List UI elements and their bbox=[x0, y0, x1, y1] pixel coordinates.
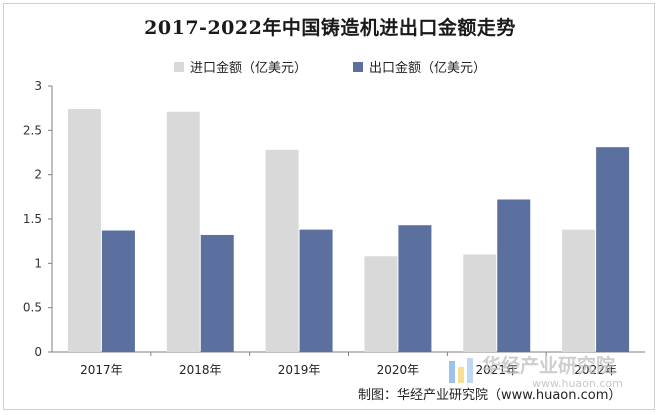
watermark-logo-icon bbox=[449, 358, 473, 383]
x-tick-label: 2021年 bbox=[475, 363, 518, 377]
x-tick-label: 2022年 bbox=[574, 363, 617, 377]
chart-legend: 进口金额（亿美元） 出口金额（亿美元） bbox=[0, 57, 660, 76]
y-tick-label: 0 bbox=[34, 345, 42, 359]
watermark: 华经产业研究院 www.huaon.com bbox=[442, 351, 652, 397]
bar-export bbox=[596, 147, 630, 352]
watermark-url: www.huaon.com bbox=[532, 377, 623, 390]
legend-label-import: 进口金额（亿美元） bbox=[189, 61, 307, 76]
bar-import bbox=[67, 109, 101, 352]
bar-export bbox=[200, 234, 234, 352]
legend-swatch-import bbox=[173, 61, 184, 72]
watermark-text: 华经产业研究院 bbox=[482, 355, 616, 377]
bar-import bbox=[463, 254, 497, 352]
x-tick-label: 2019年 bbox=[278, 363, 321, 377]
bar-export bbox=[497, 199, 531, 352]
legend-swatch-export bbox=[353, 61, 363, 72]
bar-import bbox=[364, 256, 398, 352]
bar-export bbox=[398, 225, 432, 352]
bar-import bbox=[562, 229, 596, 352]
y-tick-label: 1 bbox=[34, 256, 42, 270]
bar-import bbox=[265, 149, 299, 352]
chart-title: 2017-2022年中国铸造机进出口金额走势 bbox=[144, 17, 516, 39]
bar-export bbox=[299, 229, 333, 352]
x-tick-label: 2020年 bbox=[377, 363, 420, 377]
bar-export bbox=[101, 230, 135, 352]
x-tick-label: 2018年 bbox=[179, 363, 222, 377]
legend-item-export: 出口金额（亿美元） bbox=[353, 57, 486, 76]
y-tick-label: 2.5 bbox=[23, 123, 42, 137]
bar-import bbox=[166, 111, 200, 352]
x-tick-label: 2017年 bbox=[80, 363, 123, 377]
y-tick-label: 1.5 bbox=[23, 212, 42, 226]
legend-item-import: 进口金额（亿美元） bbox=[173, 57, 307, 76]
y-tick-label: 2 bbox=[34, 168, 42, 182]
source-note: 制图：华经产业研究院（www.huaon.com） bbox=[358, 388, 622, 403]
y-tick-label: 0.5 bbox=[23, 301, 42, 315]
legend-label-export: 出口金额（亿美元） bbox=[369, 61, 487, 76]
y-tick-label: 3 bbox=[34, 79, 42, 93]
